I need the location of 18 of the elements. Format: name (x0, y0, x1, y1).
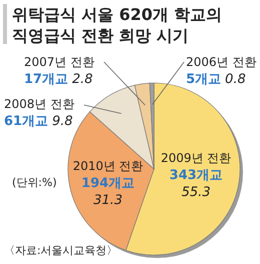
data-label: 55.3 (182, 185, 210, 200)
text: 〈자료:서울시교육청〉 (4, 244, 118, 257)
text: 61개교 (4, 114, 48, 129)
data-label: 9.8 (52, 114, 73, 129)
text: 17개교 (24, 72, 68, 87)
slice-label: 2010년 전환 (72, 159, 144, 173)
text: 5개교 (186, 72, 222, 87)
text: 194개교 (81, 176, 135, 191)
slice-label: 2007년 전환 (24, 55, 94, 69)
data-label: 31.3 (94, 193, 122, 208)
data-label: 0.8 (225, 72, 246, 87)
slice-label: 2006년 전환 (186, 55, 256, 69)
chart-title: 위탁급식 서울 620개 학교의 직영급식 전환 희망 시기 (12, 5, 222, 45)
slice-label: 2008년 전환 (4, 97, 74, 111)
slice-label: 2009년 전환 (160, 151, 232, 165)
data-label: 2.8 (72, 72, 93, 87)
text: (단위:%) (12, 176, 57, 189)
text: 343개교 (169, 168, 223, 183)
